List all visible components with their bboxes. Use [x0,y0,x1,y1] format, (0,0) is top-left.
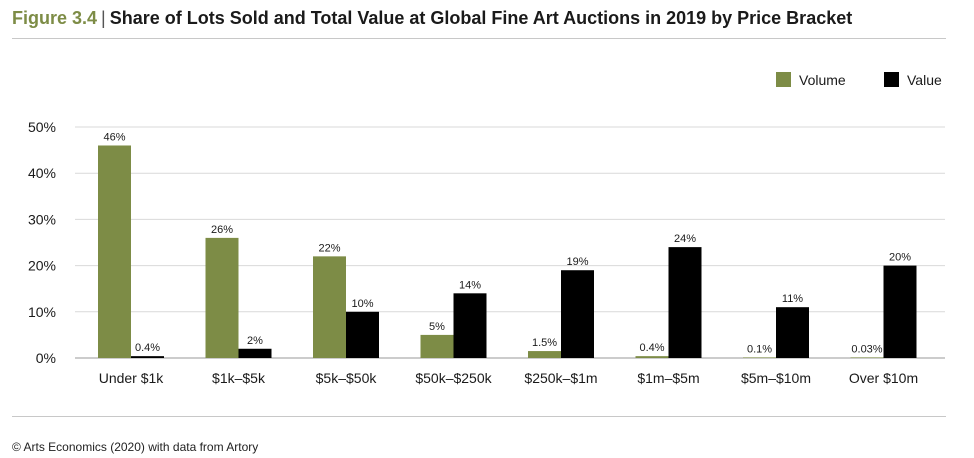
bar-volume [420,334,454,358]
bar-value [776,307,809,358]
bar-value [561,270,594,358]
bar-value [346,311,379,358]
legend-label-value: Value [907,72,942,88]
bar-value [131,356,164,358]
legend-swatch-value [884,72,899,87]
y-tick-label: 40% [28,165,56,181]
y-tick-label: 10% [28,304,56,320]
x-tick-label: $5m–$10m [741,370,811,386]
data-label-volume: 1.5% [532,337,557,349]
source-note: © Arts Economics (2020) with data from A… [12,440,259,454]
bar-volume [850,357,884,358]
top-rule [12,38,946,39]
data-label-volume: 46% [103,131,125,143]
data-label-volume: 26% [211,224,233,236]
x-tick-label: $50k–$250k [415,370,492,386]
data-label-value: 20% [889,252,911,264]
data-label-value: 14% [459,279,481,291]
x-tick-label: Over $10m [849,370,918,386]
data-label-volume: 0.03% [851,343,882,355]
data-label-value: 2% [247,335,263,347]
x-tick-label: $1k–$5k [212,370,266,386]
figure-label: Figure 3.4 [12,8,98,28]
y-tick-label: 20% [28,258,56,274]
chart-title: Share of Lots Sold and Total Value at Gl… [109,8,853,28]
bar-chart: 0% 10% 20% 30% 40% 50% 46% 0.4% Under $1k 26% 2% $1… [28,72,945,386]
data-label-value: 24% [674,233,696,245]
data-label-volume: 22% [318,242,340,254]
y-tick-label: 30% [28,211,56,227]
bar-volume [205,237,239,358]
bar-volume [98,145,131,358]
bar-volume [743,357,776,358]
data-label-volume: 5% [429,321,445,333]
title-separator: | [101,8,106,28]
data-label-value: 10% [351,298,373,310]
bar-value [453,293,487,358]
x-tick-label: Under $1k [99,370,165,386]
bottom-rule [12,416,946,417]
bar-value [668,247,702,358]
chart-header: Figure 3.4 | Share of Lots Sold and Total … [12,8,852,29]
data-label-volume: 0.4% [639,342,664,354]
legend-swatch-volume [776,72,791,87]
bar-volume [635,356,669,358]
x-tick-label: $250k–$1m [524,370,597,386]
x-tick-label: $1m–$5m [637,370,699,386]
bar-volume [313,256,346,358]
data-label-value: 11% [782,293,803,305]
y-tick-label: 0% [36,350,56,366]
bar-value [238,348,272,358]
y-tick-label: 50% [28,119,56,135]
legend-label-volume: Volume [799,72,846,88]
bar-volume [528,351,561,358]
x-tick-label: $5k–$50k [316,370,378,386]
bar-value [883,265,917,358]
data-label-volume: 0.1% [747,343,772,355]
data-label-value: 19% [566,256,588,268]
data-label-value: 0.4% [135,342,160,354]
